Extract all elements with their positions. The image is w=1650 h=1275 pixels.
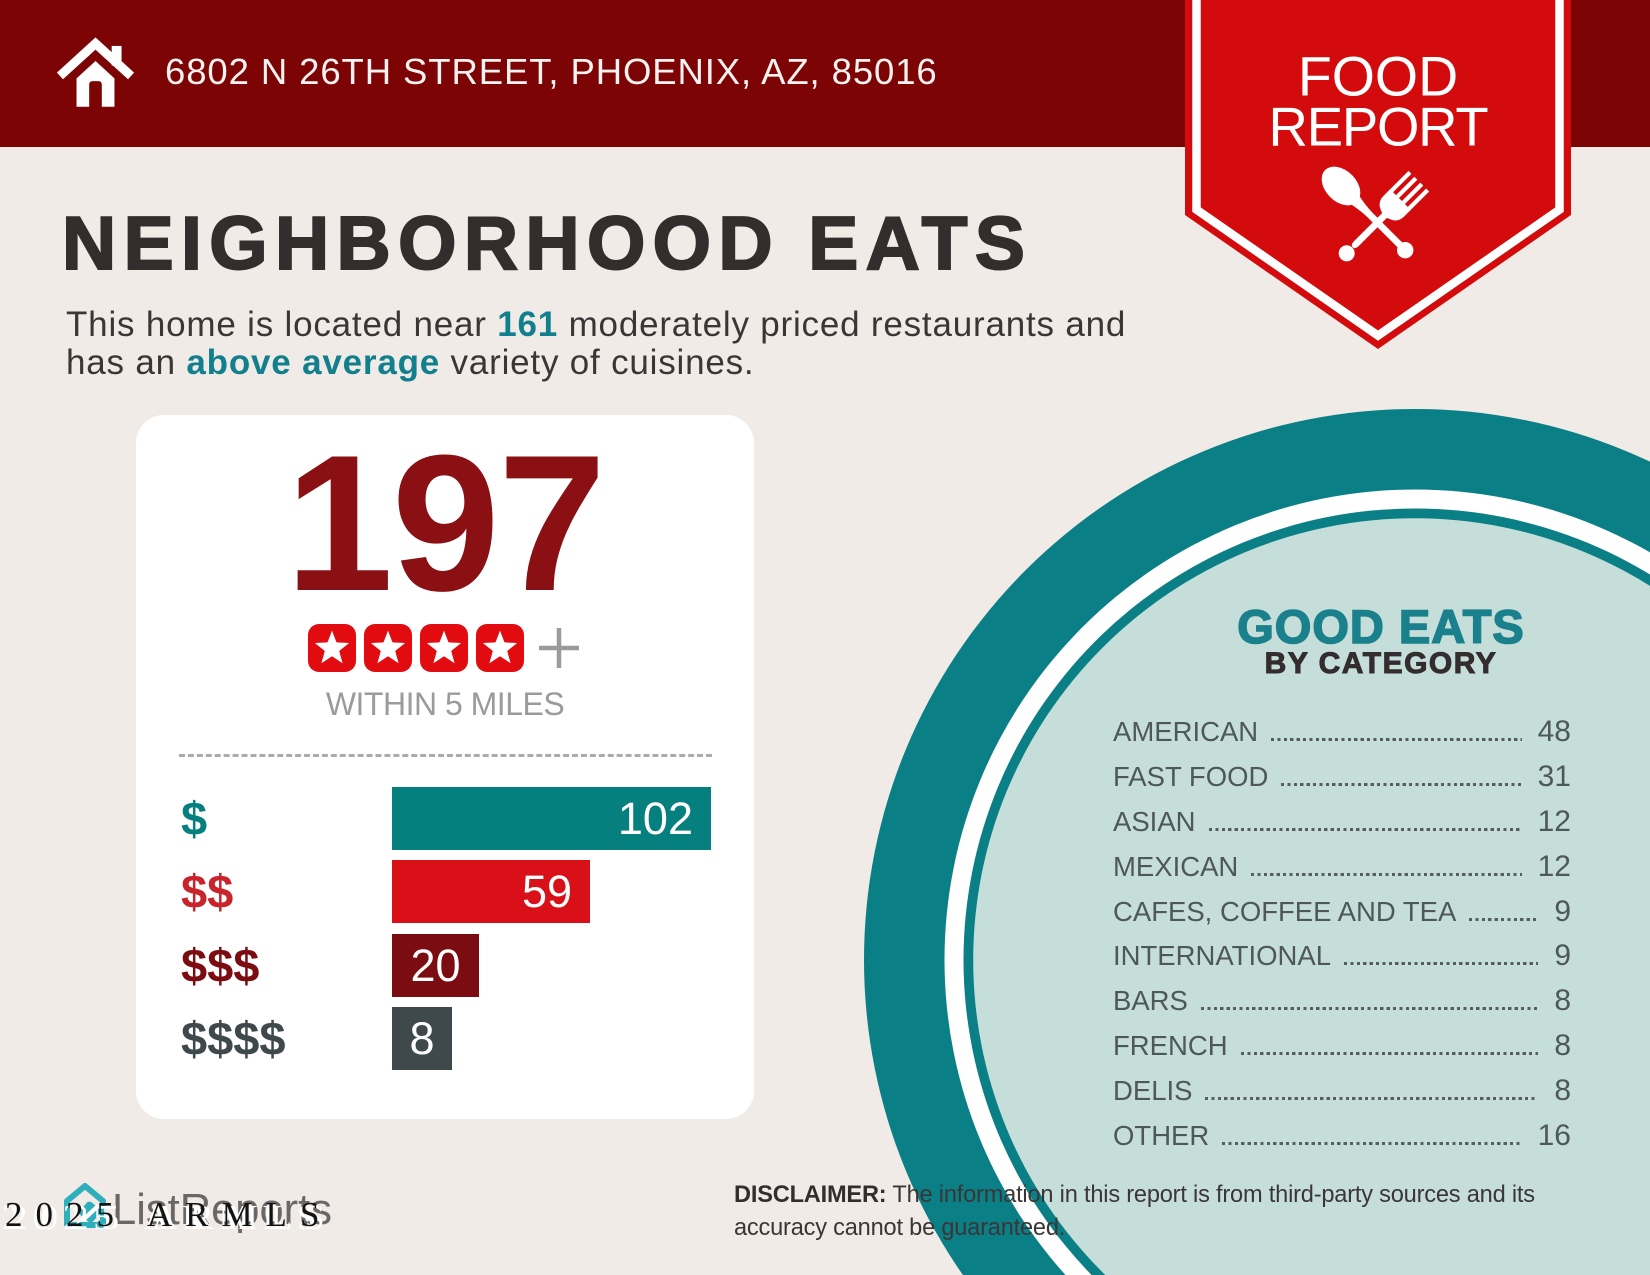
- svg-text:REPORT: REPORT: [1269, 97, 1489, 158]
- svg-text:FOOD: FOOD: [1298, 46, 1458, 108]
